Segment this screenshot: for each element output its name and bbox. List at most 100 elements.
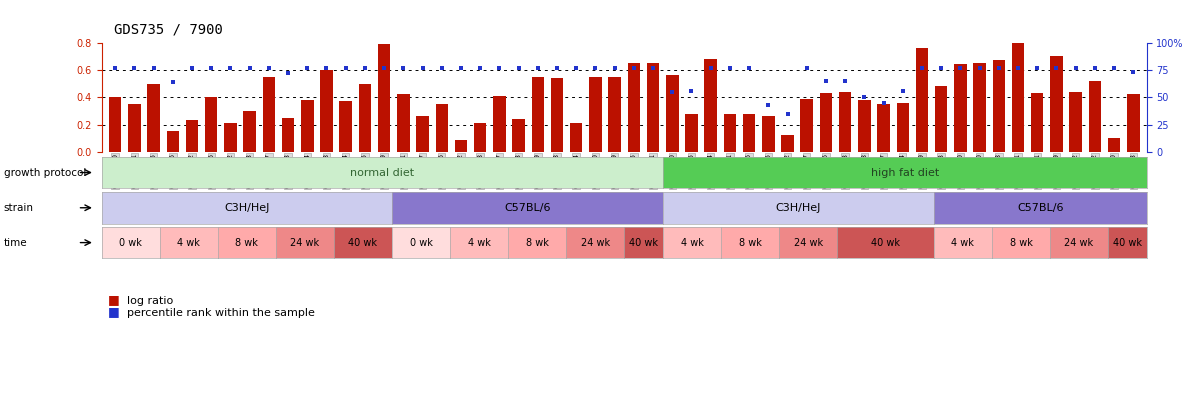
Point <box>604 64 624 71</box>
Point <box>797 64 816 71</box>
Point <box>221 64 241 71</box>
Bar <box>512 119 524 152</box>
Point <box>201 64 220 71</box>
Bar <box>666 75 679 152</box>
Bar <box>378 44 390 152</box>
Bar <box>455 140 467 152</box>
Text: 4 wk: 4 wk <box>681 238 704 247</box>
Point <box>1008 64 1027 71</box>
Text: 24 wk: 24 wk <box>794 238 822 247</box>
Point <box>682 87 701 94</box>
Point <box>1047 64 1067 71</box>
Bar <box>417 116 429 152</box>
Text: 40 wk: 40 wk <box>871 238 900 247</box>
Bar <box>724 113 736 152</box>
Text: 8 wk: 8 wk <box>1009 238 1032 247</box>
Point <box>547 64 566 71</box>
Point <box>182 64 201 71</box>
Bar <box>627 63 640 152</box>
Point <box>394 64 413 71</box>
Point <box>356 64 375 71</box>
Point <box>509 64 528 71</box>
Point <box>336 64 356 71</box>
Point <box>528 64 547 71</box>
Text: time: time <box>4 238 28 247</box>
Text: 4 wk: 4 wk <box>468 238 491 247</box>
Bar <box>1050 56 1063 152</box>
Bar <box>340 101 352 152</box>
Text: ■: ■ <box>108 305 120 318</box>
Point <box>451 64 470 71</box>
Bar <box>858 100 870 152</box>
Text: 0 wk: 0 wk <box>409 238 432 247</box>
Point <box>855 94 874 100</box>
Bar <box>474 123 486 152</box>
Point <box>1028 64 1047 71</box>
Text: 24 wk: 24 wk <box>1064 238 1094 247</box>
Bar <box>1088 81 1101 152</box>
Text: normal diet: normal diet <box>351 168 414 177</box>
Point <box>644 64 663 71</box>
Point <box>585 64 604 71</box>
Point <box>893 87 912 94</box>
Text: strain: strain <box>4 203 34 213</box>
Bar <box>685 113 698 152</box>
Point <box>816 77 836 84</box>
Bar <box>992 60 1005 152</box>
Bar <box>820 93 832 152</box>
Bar <box>704 59 717 152</box>
Bar <box>954 64 967 152</box>
Point <box>432 64 451 71</box>
Bar <box>243 111 256 152</box>
Bar <box>321 70 333 152</box>
Text: 8 wk: 8 wk <box>739 238 761 247</box>
Point <box>566 64 585 71</box>
Bar <box>493 96 505 152</box>
Bar <box>1069 92 1082 152</box>
Point <box>950 64 970 71</box>
Text: growth protocol: growth protocol <box>4 168 86 177</box>
Bar <box>646 63 660 152</box>
Point <box>836 77 855 84</box>
Text: 40 wk: 40 wk <box>348 238 377 247</box>
Point <box>759 102 778 108</box>
Bar <box>1128 94 1140 152</box>
Bar <box>186 120 199 152</box>
Text: GDS735 / 7900: GDS735 / 7900 <box>114 22 223 36</box>
Bar <box>109 97 121 152</box>
Bar <box>531 77 545 152</box>
Point <box>490 64 509 71</box>
Bar <box>839 92 851 152</box>
Bar <box>166 131 180 152</box>
Point <box>470 64 490 71</box>
Text: 8 wk: 8 wk <box>525 238 548 247</box>
Point <box>279 70 298 77</box>
Bar <box>782 135 794 152</box>
Point <box>931 64 950 71</box>
Point <box>105 64 124 71</box>
Text: C57BL/6: C57BL/6 <box>1017 203 1064 213</box>
Text: 8 wk: 8 wk <box>236 238 259 247</box>
Text: 0 wk: 0 wk <box>120 238 142 247</box>
Point <box>625 64 644 71</box>
Point <box>989 64 1008 71</box>
Text: C57BL/6: C57BL/6 <box>504 203 551 213</box>
Text: 40 wk: 40 wk <box>1113 238 1142 247</box>
Bar <box>300 100 314 152</box>
Bar <box>205 97 218 152</box>
Text: 24 wk: 24 wk <box>291 238 320 247</box>
Point <box>912 64 931 71</box>
Bar <box>262 77 275 152</box>
Point <box>317 64 336 71</box>
Bar <box>762 116 774 152</box>
Bar <box>359 83 371 152</box>
Bar <box>1108 138 1120 152</box>
Point <box>375 64 394 71</box>
Bar <box>973 63 986 152</box>
Point <box>260 64 279 71</box>
Point <box>740 64 759 71</box>
Text: 24 wk: 24 wk <box>581 238 609 247</box>
Bar <box>281 118 294 152</box>
Point <box>874 99 893 106</box>
Bar <box>935 86 948 152</box>
